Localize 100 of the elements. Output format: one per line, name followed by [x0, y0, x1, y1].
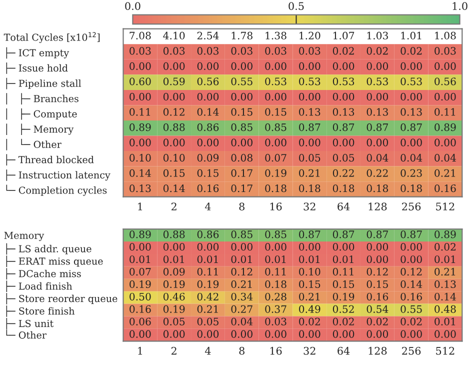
- data-label: 0.87: [332, 230, 354, 238]
- x-tick-label: 256: [402, 346, 421, 355]
- data-label: 0.16: [130, 305, 151, 313]
- data-label: 0.19: [332, 292, 354, 300]
- data-label: 0.15: [332, 280, 354, 288]
- data-label: 0.46: [163, 292, 185, 300]
- y-tick-label: │ └─ Other: [6, 138, 62, 150]
- data-label: 0.05: [299, 154, 320, 162]
- data-label: 0.00: [130, 92, 151, 101]
- data-label: 0.21: [434, 169, 456, 177]
- data-label: 0.00: [400, 255, 422, 264]
- data-label: 0.27: [231, 305, 252, 313]
- x-tick-label: 32: [304, 202, 316, 210]
- data-label: 0.13: [434, 280, 456, 288]
- data-label: 0.00: [163, 242, 185, 251]
- data-label: 0.34: [231, 292, 253, 300]
- data-label: 0.21: [299, 292, 320, 300]
- data-label: 0.00: [366, 92, 388, 101]
- data-label: 0.22: [366, 169, 388, 177]
- y-tick-label: ├─ LS addr. queue: [6, 243, 92, 255]
- data-label: 0.04: [400, 154, 422, 162]
- data-label: 0.12: [231, 268, 252, 276]
- data-label: 0.02: [434, 242, 456, 251]
- y-tick-label: ├─ ICT empty: [6, 47, 70, 59]
- data-label: 0.03: [130, 47, 151, 55]
- y-tick-label: │ ├─ Memory: [6, 124, 74, 136]
- y-tick-label: ├─ Issue hold: [6, 62, 68, 74]
- data-label: 0.17: [231, 169, 252, 177]
- data-label: 0.12: [163, 108, 184, 116]
- data-label: 0.00: [197, 242, 219, 251]
- data-label: 0.15: [197, 169, 218, 177]
- data-label: 0.01: [332, 255, 354, 264]
- data-label: 0.54: [366, 305, 388, 313]
- data-label: 0.48: [434, 305, 456, 313]
- data-label: 0.00: [197, 330, 219, 338]
- text: 7.08: [130, 32, 151, 40]
- data-label: 0.00: [434, 62, 456, 70]
- data-label: 0.02: [400, 318, 422, 326]
- data-label: 0.18: [400, 184, 422, 192]
- data-label: 0.03: [231, 47, 252, 55]
- data-label: 0.00: [299, 138, 320, 146]
- data-label: 0.00: [231, 242, 252, 251]
- data-label: 0.16: [434, 184, 456, 192]
- data-label: 0.19: [197, 280, 219, 288]
- data-label: 0.00: [265, 138, 286, 146]
- x-tick-label: 2: [171, 202, 176, 210]
- data-label: 0.09: [163, 268, 185, 276]
- data-label: 0.87: [299, 123, 320, 132]
- data-label: 0.85: [265, 230, 286, 238]
- data-label: 0.13: [299, 108, 320, 116]
- y-tick-label: ├─ Store finish: [6, 306, 75, 317]
- data-label: 0.13: [130, 184, 151, 192]
- data-label: 0.00: [366, 62, 388, 70]
- data-label: 0.00: [299, 92, 320, 101]
- data-label: 0.42: [197, 292, 218, 300]
- data-label: 0.00: [332, 62, 354, 70]
- data-label: 0.11: [265, 268, 286, 276]
- data-label: 0.89: [130, 123, 151, 132]
- data-label: 0.00: [231, 62, 252, 70]
- data-label: 0.00: [332, 138, 354, 146]
- data-label: 0.21: [197, 305, 218, 313]
- data-label: 0.02: [366, 318, 388, 326]
- text: 4.10: [163, 32, 185, 40]
- x-tick-label: 1: [138, 346, 142, 355]
- data-label: 0.55: [231, 78, 252, 86]
- data-label: 0.03: [163, 47, 185, 55]
- data-label: 0.16: [366, 292, 388, 300]
- y-tick-label: ├─ Load finish: [6, 280, 72, 292]
- data-label: 0.11: [332, 268, 354, 276]
- text: 1.01: [401, 32, 422, 40]
- data-label: 0.15: [265, 108, 286, 116]
- data-label: 0.00: [400, 92, 422, 101]
- data-label: 0.12: [366, 268, 388, 276]
- data-label: 0.21: [434, 268, 456, 276]
- x-tick-label: 16: [270, 346, 282, 355]
- data-label: 0.00: [400, 62, 422, 70]
- data-label: 0.00: [366, 242, 388, 251]
- data-label: 0.13: [366, 108, 388, 116]
- data-label: 0.11: [197, 268, 218, 276]
- data-label: 0.00: [163, 62, 185, 70]
- x-tick-label: 4: [204, 202, 211, 210]
- y-tick-label: ├─ ERAT miss queue: [6, 256, 103, 268]
- data-label: 0.00: [265, 242, 286, 251]
- data-label: 0.87: [299, 230, 320, 238]
- data-label: 0.85: [231, 230, 252, 238]
- data-label: 0.23: [400, 169, 422, 177]
- data-label: 0.01: [299, 255, 320, 264]
- data-label: 0.19: [265, 169, 286, 177]
- data-label: 0.52: [332, 305, 354, 313]
- x-tick-label: 128: [368, 346, 387, 355]
- data-label: 0.01: [231, 255, 252, 264]
- data-label: 0.02: [332, 318, 354, 326]
- data-label: 0.53: [299, 78, 320, 86]
- data-label: 0.00: [231, 92, 252, 101]
- data-label: 0.87: [366, 123, 388, 132]
- x-tick-label: 512: [436, 346, 454, 355]
- data-label: 0.85: [231, 123, 252, 132]
- data-label: 0.11: [130, 108, 150, 116]
- data-label: 0.00: [163, 330, 185, 338]
- data-label: 0.18: [299, 184, 320, 192]
